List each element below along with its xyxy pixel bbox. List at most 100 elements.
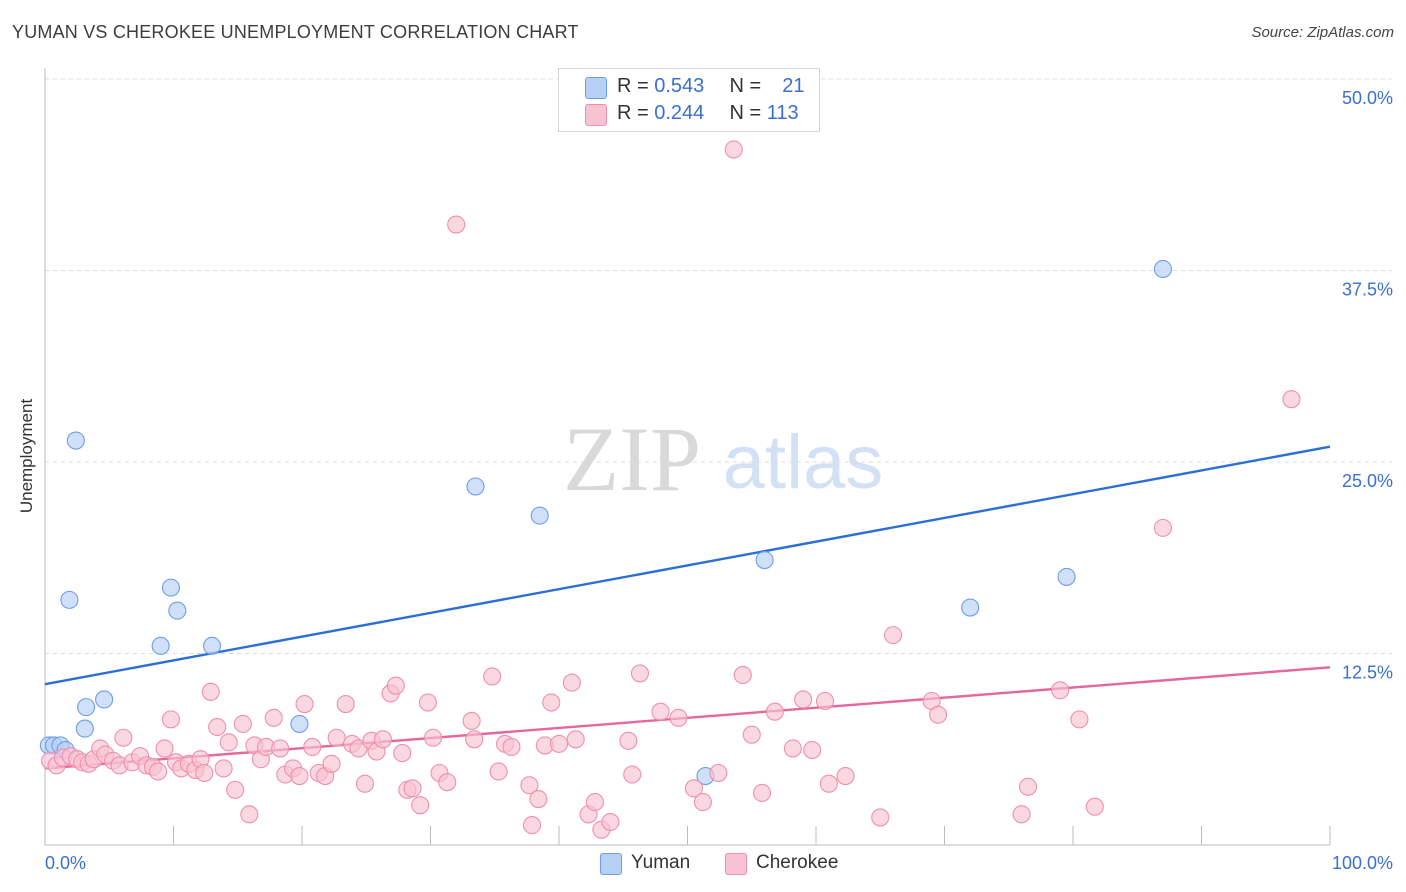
cherokee-point-92	[733, 665, 752, 684]
cherokee-point-60	[418, 693, 437, 712]
y-tick-label-3: 50.0%	[1342, 88, 1393, 108]
cherokee-point-68	[489, 762, 508, 781]
yuman-point-17	[755, 550, 774, 570]
cherokee-point-94	[752, 783, 772, 802]
cherokee-point-75	[542, 693, 561, 712]
yuman-point-10	[161, 578, 180, 597]
cherokee-point-98	[803, 740, 822, 760]
chart-title: YUMAN VS CHEROKEE UNEMPLOYMENT CORRELATI…	[12, 22, 579, 42]
yuman-point-19	[1057, 567, 1076, 586]
cherokee-point-12	[114, 728, 133, 747]
legend-r-label: R =	[617, 102, 649, 124]
yuman-point-20	[1153, 259, 1172, 279]
cherokee-point-96	[783, 739, 802, 758]
cherokee-point-95	[765, 702, 784, 721]
legend-swatch-yuman	[585, 77, 607, 99]
bottom-swatch-yuman	[600, 853, 622, 875]
cherokee-point-66	[465, 730, 484, 749]
cherokee-point-40	[290, 767, 309, 786]
cherokee-point-18	[155, 739, 174, 758]
watermark-atlas: atlas	[723, 420, 884, 505]
yuman-point-15	[530, 506, 549, 525]
cherokee-point-61	[424, 728, 443, 747]
cherokee-point-90	[709, 763, 728, 783]
cherokee-point-106	[1012, 805, 1031, 824]
yuman-point-8	[95, 690, 114, 709]
cherokee-point-55	[386, 676, 405, 695]
cherokee-point-70	[502, 737, 521, 757]
source-label: Source: ZipAtlas.com	[1251, 24, 1394, 41]
cherokee-point-73	[529, 789, 548, 809]
legend-n-label: N =	[729, 102, 762, 124]
y-tick-label-0: 12.5%	[1342, 663, 1393, 683]
cherokee-point-36	[264, 708, 283, 727]
legend-r-label: R =	[617, 75, 649, 97]
cherokee-point-102	[871, 808, 890, 827]
cherokee-point-103	[884, 626, 903, 645]
cherokee-point-37	[271, 739, 290, 758]
cherokee-point-78	[566, 730, 585, 749]
cherokee-point-42	[303, 737, 322, 757]
cherokee-point-83	[619, 731, 638, 750]
y-tick-label-1: 25.0%	[1342, 471, 1393, 491]
cherokee-point-100	[819, 774, 838, 793]
legend-r-value-yuman: 0.543	[654, 75, 705, 97]
cherokee-point-30	[226, 780, 245, 799]
cherokee-point-76	[549, 734, 569, 753]
cherokee-point-77	[562, 673, 581, 692]
cherokee-point-110	[1085, 797, 1104, 816]
cherokee-point-85	[630, 664, 650, 683]
cherokee-point-101	[836, 767, 855, 786]
cherokee-point-84	[623, 765, 642, 784]
cherokee-point-56	[393, 744, 412, 763]
bottom-legend-label-cherokee: Cherokee	[756, 852, 839, 873]
yuman-point-11	[168, 601, 187, 620]
cherokee-point-80	[585, 793, 605, 812]
cherokee-point-59	[411, 796, 430, 815]
cherokee-point-105	[929, 705, 948, 724]
cherokee-point-58	[403, 779, 422, 798]
stats-legend: R = 0.543 N = 21 R = 0.244 N = 113	[558, 68, 820, 132]
yuman-point-4	[60, 590, 79, 609]
cherokee-point-112	[1282, 390, 1301, 409]
cherokee-point-31	[233, 714, 252, 734]
yuman-point-12	[203, 636, 222, 655]
yuman-point-14	[466, 477, 485, 496]
legend-n-label: N =	[729, 75, 762, 97]
cherokee-point-50	[355, 774, 375, 793]
cherokee-point-53	[373, 730, 393, 749]
cherokee-point-27	[208, 717, 227, 737]
cherokee-point-47	[336, 695, 355, 714]
yuman-point-13	[290, 714, 309, 734]
bottom-legend-label-yuman: Yuman	[631, 852, 691, 873]
yuman-point-18	[961, 598, 980, 617]
yuman-trend-line	[44, 445, 1331, 686]
cherokee-point-93	[742, 725, 761, 744]
legend-n-value-cherokee: 113	[766, 102, 799, 124]
yuman-point-5	[66, 431, 85, 450]
cherokee-point-17	[149, 762, 168, 781]
legend-r-value-cherokee: 0.244	[654, 102, 705, 124]
yuman-point-6	[75, 719, 94, 738]
cherokee-point-41	[295, 695, 314, 714]
cherokee-point-28	[214, 759, 233, 778]
cherokee-point-111	[1153, 518, 1172, 537]
cherokee-point-26	[201, 682, 220, 701]
cherokee-point-25	[195, 763, 214, 783]
cherokee-point-109	[1070, 710, 1089, 729]
cherokee-point-46	[327, 728, 346, 747]
cherokee-point-82	[601, 812, 620, 832]
watermark-zip: ZIP	[563, 408, 701, 510]
x-tick-label-min: 0.0%	[45, 853, 86, 873]
cherokee-point-45	[322, 754, 341, 773]
cherokee-point-64	[447, 215, 466, 234]
cherokee-point-89	[693, 793, 712, 812]
cherokee-point-99	[815, 691, 835, 711]
cherokee-point-63	[438, 773, 457, 792]
y-tick-label-2: 37.5%	[1342, 280, 1393, 300]
cherokee-point-87	[669, 708, 688, 727]
cherokee-point-65	[462, 711, 481, 730]
cherokee-point-91	[724, 140, 743, 159]
bottom-swatch-cherokee	[725, 853, 747, 875]
cherokee-point-71	[520, 776, 539, 795]
